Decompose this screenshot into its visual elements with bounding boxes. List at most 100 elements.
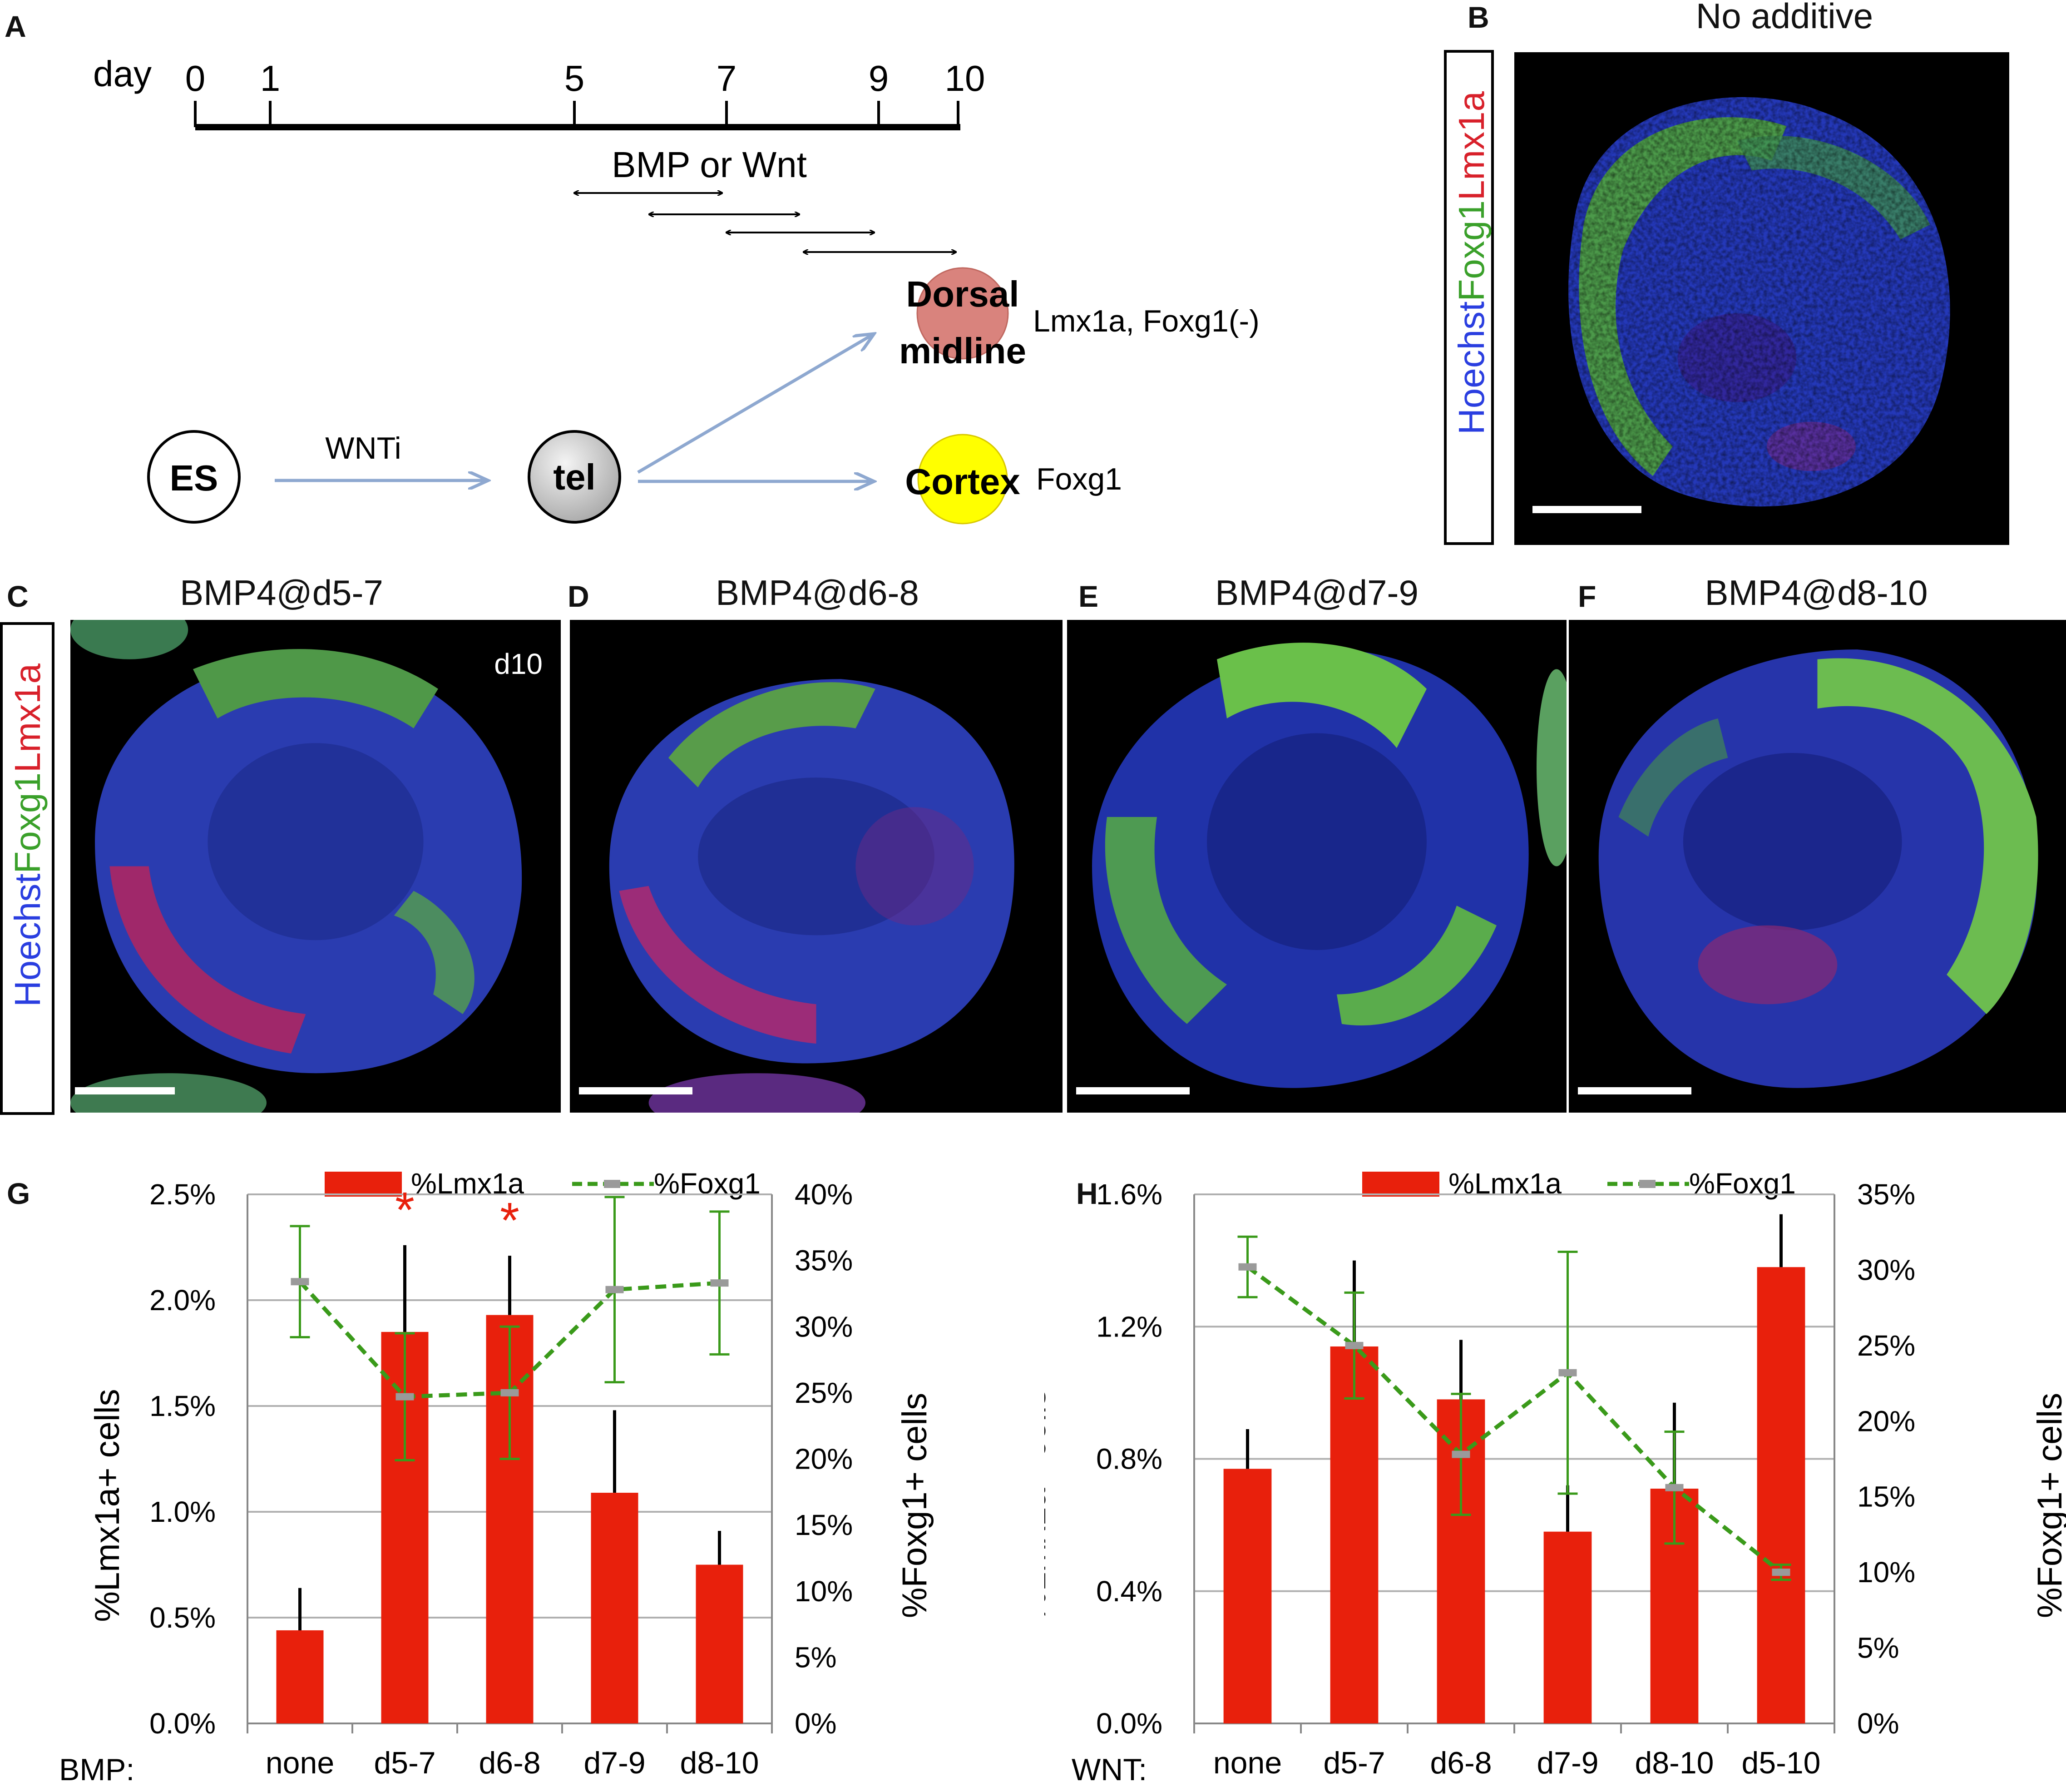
y-tick-label-right: 35%: [795, 1244, 853, 1277]
panel-e-title: BMP4@d7-9: [1215, 573, 1419, 613]
point-foxg1: [1558, 1369, 1577, 1376]
y-axis-label-right: %Foxg1+ cells: [2031, 1393, 2066, 1618]
y-tick-label-left: 0.0%: [149, 1707, 216, 1740]
significance-asterisk: *: [500, 1193, 519, 1248]
x-category-label: d6-8: [1430, 1746, 1492, 1780]
y-tick-label-left: 0.8%: [1096, 1443, 1162, 1475]
stain-lmx1a: Lmx1a: [1451, 91, 1492, 201]
dorsal-midline-markers: Lmx1a, Foxg1(-): [1033, 304, 1260, 338]
panel-label-c: C: [7, 579, 29, 613]
point-foxg1: [1238, 1263, 1257, 1271]
day-tick-label: 10: [945, 58, 985, 99]
line-foxg1: [1246, 1265, 1783, 1574]
point-foxg1: [605, 1286, 624, 1293]
x-prefix-label: WNT:: [1072, 1752, 1147, 1787]
y-tick-label-right: 15%: [1857, 1480, 1915, 1513]
y-tick-label-left: 1.0%: [149, 1495, 216, 1528]
panel-label-d: D: [568, 579, 589, 613]
dorsal-midline-label-line2: midline: [899, 331, 1026, 371]
x-category-label: d5-7: [1323, 1746, 1385, 1780]
y-tick-label-right: 35%: [1857, 1178, 1915, 1211]
panel-f-title: BMP4@d8-10: [1705, 573, 1928, 613]
point-foxg1: [1772, 1569, 1790, 1576]
legend-swatch-lmx1a: [1362, 1172, 1439, 1197]
y-tick-label-left: 0.5%: [149, 1601, 216, 1634]
panel-b-title: No additive: [1695, 0, 1873, 36]
y-axis-label-left: %Lmx1a+ cells: [88, 1389, 127, 1622]
day-tick-label: 5: [564, 58, 585, 99]
point-foxg1: [1665, 1484, 1684, 1491]
x-category-label: none: [1213, 1746, 1282, 1780]
wnti-label: WNTi: [325, 431, 401, 465]
y-tick-label-right: 10%: [795, 1575, 853, 1608]
y-tick-label-right: 25%: [1857, 1329, 1915, 1362]
legend-marker-foxg1: [1639, 1180, 1656, 1188]
panel-d-title: BMP4@d6-8: [716, 573, 919, 613]
y-tick-label-left: 1.2%: [1096, 1310, 1162, 1343]
day-label: day: [93, 54, 152, 94]
x-category-label: none: [266, 1746, 334, 1780]
point-foxg1: [1452, 1450, 1470, 1458]
stain-foxg1: Foxg1: [7, 772, 48, 874]
stain-legend-text: HoechstFoxg1Lmx1a: [7, 663, 49, 1007]
y-tick-label-left: 0.0%: [1096, 1707, 1162, 1740]
x-category-label: d5-10: [1742, 1746, 1821, 1780]
y-tick-label-right: 5%: [1857, 1632, 1899, 1664]
cortex-node: [917, 434, 1008, 525]
y-tick-label-right: 30%: [1857, 1253, 1915, 1286]
y-tick-label-left: 1.6%: [1096, 1178, 1162, 1211]
panel-label-b: B: [1468, 0, 1489, 34]
stain-legend-text: HoechstFoxg1Lmx1a: [1451, 91, 1493, 435]
x-prefix-label: BMP:: [59, 1752, 134, 1787]
bar-lmx1a: [1543, 1531, 1592, 1723]
y-tick-label-left: 1.5%: [149, 1390, 216, 1422]
x-category-label: d5-7: [374, 1746, 435, 1780]
y-tick-label-right: 30%: [795, 1310, 853, 1343]
scale-bar: [1578, 1087, 1691, 1094]
chart-g: %Lmx1a %Foxg1 * * 0.0%0.5%1.0%1.5%2.0%2.5…: [59, 1167, 934, 1787]
bar-lmx1a: [276, 1630, 324, 1723]
panel-label-f: F: [1578, 579, 1596, 613]
point-foxg1: [710, 1279, 729, 1287]
bar-lmx1a: [1757, 1267, 1805, 1723]
micrograph-bmp4-d8-10: [1569, 620, 2066, 1113]
point-foxg1: [395, 1393, 414, 1401]
legend-marker-foxg1: [604, 1180, 620, 1188]
panel-label-a: A: [5, 10, 26, 43]
y-tick-label-right: 10%: [1857, 1556, 1915, 1589]
y-tick-label-right: 0%: [795, 1707, 837, 1740]
day-tick-label: 1: [260, 58, 281, 99]
telencephalon-node: [528, 430, 621, 524]
stain-hoechst: Hoechst: [1451, 301, 1492, 435]
micrograph-bmp4-d5-7: d10: [70, 620, 561, 1113]
organoid-image: [1092, 643, 1567, 1088]
dorsal-midline-node: [916, 267, 1009, 360]
organoid-image: [1598, 649, 2038, 1088]
bar-lmx1a: [1223, 1469, 1272, 1723]
schematic-diagram: day 0 1 5 7 9 10 BMP or Wnt ES WNTi tel …: [93, 54, 1260, 525]
scale-bar: [1076, 1087, 1190, 1094]
panel-c-title: BMP4@d5-7: [180, 573, 383, 613]
organoid-image: [1568, 97, 1950, 507]
y-tick-label-right: 15%: [795, 1509, 853, 1541]
x-category-label: d8-10: [1635, 1746, 1714, 1780]
scale-bar: [75, 1087, 175, 1094]
organoid-image: [70, 620, 522, 1113]
stain-legend-b: HoechstFoxg1Lmx1a: [1444, 50, 1494, 545]
x-category-label: d8-10: [680, 1746, 759, 1780]
x-category-label: d7-9: [1537, 1746, 1598, 1780]
stain-foxg1: Foxg1: [1451, 200, 1492, 302]
y-tick-label-left: 0.4%: [1096, 1575, 1162, 1608]
point-foxg1: [1345, 1342, 1364, 1349]
y-tick-label-right: 5%: [795, 1641, 837, 1673]
scale-bar: [579, 1087, 692, 1094]
cortex-markers: Foxg1: [1036, 462, 1122, 496]
panel-label-e: E: [1078, 579, 1099, 613]
to-dorsal-midline-arrow: [637, 334, 874, 474]
day-tick-label: 7: [717, 58, 737, 99]
panel-label-g: G: [7, 1177, 30, 1210]
y-tick-label-right: 0%: [1857, 1707, 1899, 1740]
es-cell-node: [147, 430, 241, 524]
y-tick-label-left: 2.5%: [149, 1178, 216, 1211]
stain-legend-c: HoechstFoxg1Lmx1a: [0, 622, 54, 1115]
